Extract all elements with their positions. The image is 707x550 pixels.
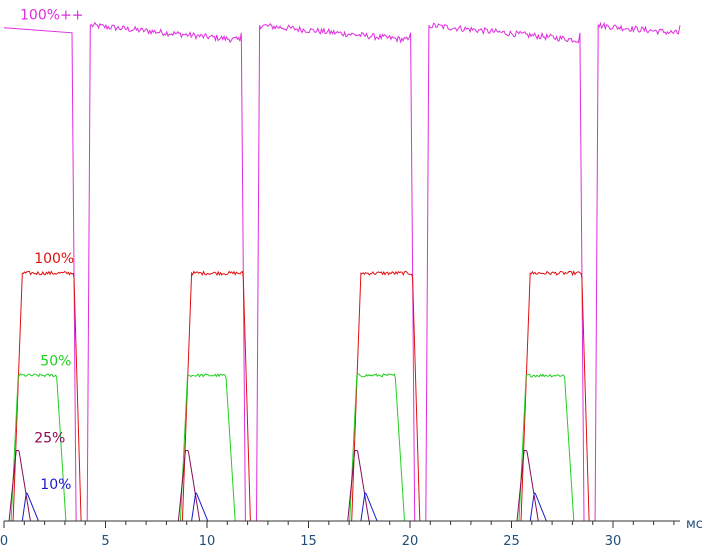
x-tick-label: 20 [402,534,419,549]
x-ticks: 0 5 10 15 20 25 30 [0,521,675,549]
series-line-5 [4,492,680,522]
x-axis-unit-label: мс [686,517,703,532]
series-label-4: 25% [34,430,65,446]
series-line-2 [4,270,680,522]
series-line-4 [4,450,680,522]
series-label-1: 100%++ [20,7,84,23]
series-labels: 100%++ 100% 50% 25% 10% [20,7,84,493]
x-tick-label: 0 [0,534,8,549]
x-tick-label: 10 [199,534,216,549]
x-tick-label: 5 [101,534,109,549]
x-tick-label: 25 [503,534,520,549]
series-layer [3,21,681,522]
series-label-5: 10% [40,477,71,493]
x-tick-label: 30 [605,534,622,549]
x-tick-label: 15 [300,534,317,549]
series-line-1 [3,21,681,522]
series-label-3: 50% [40,353,71,369]
series-label-2: 100% [34,251,74,267]
series-line-3 [4,373,680,522]
